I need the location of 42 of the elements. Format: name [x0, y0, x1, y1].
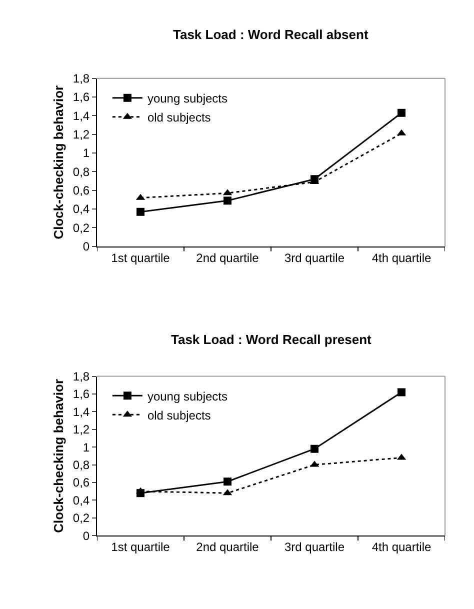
y-tick-label: 1 [82, 440, 90, 454]
point [136, 208, 144, 216]
point [398, 108, 406, 117]
x-tick-label: 2nd quartile [196, 250, 260, 265]
y-tick-label: 1,6 [72, 90, 90, 104]
x-tick-label: 3rd quartile [284, 250, 345, 265]
chart-title: Task Load : Word Recall absent [173, 27, 369, 42]
point [224, 196, 232, 205]
x-tick-label: 1st quartile [111, 540, 170, 554]
x-tick-label: 4th quartile [372, 250, 432, 265]
x-tick-label: 4th quartile [372, 540, 432, 554]
point [310, 444, 318, 453]
y-tick-label: 0,8 [72, 458, 90, 472]
y-axis-title: Clock-checking behavior [50, 85, 66, 240]
point [398, 388, 406, 396]
y-tick-label: 0,8 [72, 164, 90, 179]
y-tick-label: 0,2 [72, 220, 90, 235]
x-tick-label: 1st quartile [111, 250, 170, 265]
point [224, 478, 232, 486]
y-tick-label: 1,2 [72, 422, 90, 437]
y-tick-label: 1,8 [72, 370, 90, 384]
y-tick-label: 0,6 [72, 476, 90, 490]
y-tick-label: 1,4 [72, 108, 90, 123]
legend-label: old subjects [147, 110, 211, 125]
y-tick-label: 1,8 [72, 72, 90, 86]
x-tick-label: 3rd quartile [284, 540, 345, 554]
y-tick-label: 0,6 [72, 184, 90, 198]
legend-label: young subjects [147, 389, 228, 404]
legend-label: young subjects [147, 92, 228, 106]
y-tick-label: 0,2 [72, 511, 90, 526]
chart-title: Task Load : Word Recall present [171, 332, 372, 347]
legend-label: old subjects [147, 408, 211, 422]
y-tick-label: 1,2 [72, 128, 90, 142]
y-tick-label: 0,4 [72, 493, 90, 508]
y-axis-title: Clock-checking behavior [50, 378, 66, 533]
y-tick-label: 0 [82, 240, 90, 254]
x-tick-label: 2nd quartile [196, 540, 260, 554]
y-tick-label: 1 [82, 146, 90, 160]
y-tick-label: 1,4 [72, 404, 90, 419]
y-tick-label: 1,6 [72, 387, 90, 402]
y-tick-label: 0,4 [72, 202, 90, 216]
y-tick-label: 0 [82, 528, 90, 543]
